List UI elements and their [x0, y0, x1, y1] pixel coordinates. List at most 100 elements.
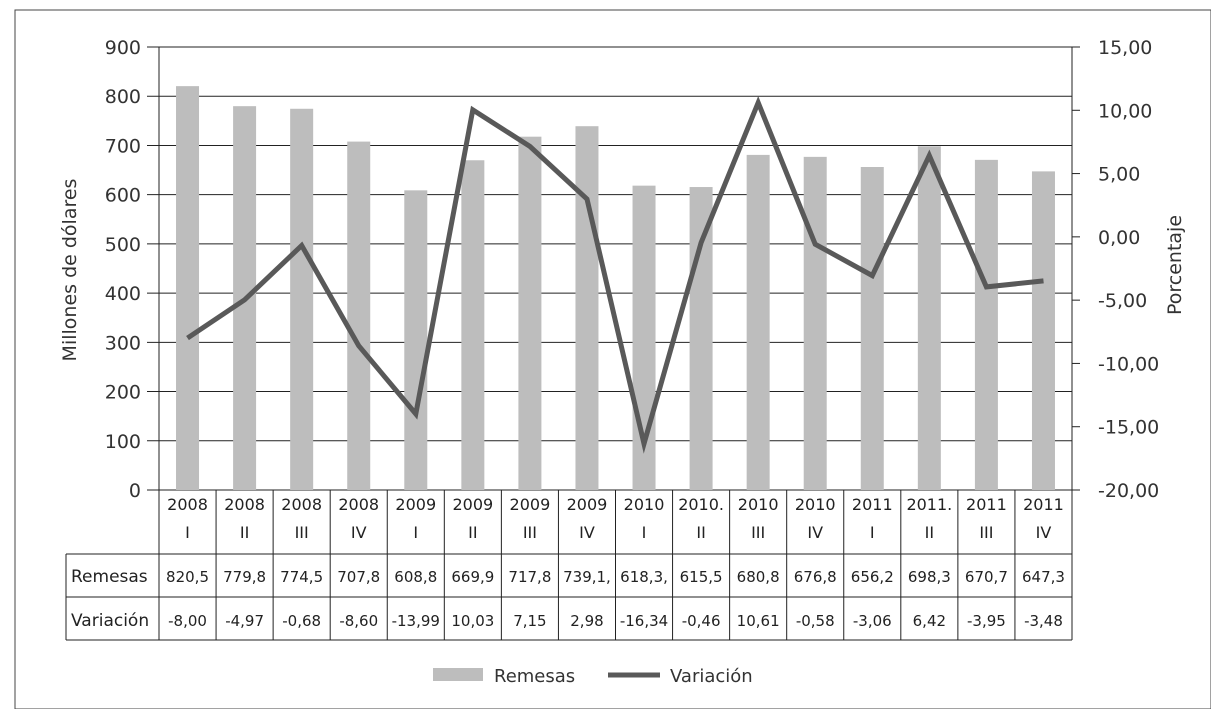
category-year-label: 2008 — [281, 495, 322, 514]
y-tick-label: 800 — [105, 86, 141, 108]
category-quarter-label: IV — [579, 523, 595, 542]
table-cell: 10,61 — [737, 612, 780, 630]
table-cell: 618,3, — [620, 568, 668, 586]
category-year-label: 2009 — [452, 495, 493, 514]
table-cell: 669,9 — [451, 568, 494, 586]
y2-tick-label: 5,00 — [1098, 164, 1140, 186]
category-year-label: 2010 — [624, 495, 665, 514]
category-year-label: 2011 — [852, 495, 893, 514]
table-cell: -16,34 — [620, 612, 668, 630]
bar-remesas — [404, 190, 428, 490]
category-year-label: 2011 — [1023, 495, 1064, 514]
y2-tick-label: -15,00 — [1098, 417, 1159, 439]
table-cell: 779,8 — [223, 568, 266, 586]
y2-tick-label: 0,00 — [1098, 227, 1140, 249]
category-quarter-label: III — [979, 523, 993, 542]
category-quarter-label: I — [870, 523, 875, 542]
table-cell: -3,06 — [853, 612, 892, 630]
category-quarter-label: IV — [807, 523, 823, 542]
category-year-label: 2011 — [966, 495, 1007, 514]
y2-axis-title: Porcentaje — [1164, 215, 1186, 315]
bar-remesas — [974, 159, 998, 490]
category-year-label: 2009 — [510, 495, 551, 514]
category-quarter-label: I — [642, 523, 647, 542]
table-cell: -0,58 — [796, 612, 835, 630]
bar-remesas — [1031, 171, 1055, 490]
axes: 0 100 200 300 400 500 600 700 800 900 -20,00 -15,00… — [105, 37, 1160, 502]
table-cell: 717,8 — [508, 568, 551, 586]
category-quarter-label: III — [295, 523, 309, 542]
y-tick-label: 400 — [105, 283, 141, 305]
category-year-label: 2009 — [567, 495, 608, 514]
table-cell: -0,68 — [282, 612, 321, 630]
bar-remesas — [689, 187, 713, 490]
table-cell: 774,5 — [280, 568, 323, 586]
legend: Remesas Variación — [433, 666, 753, 687]
category-quarter-label: IV — [351, 523, 367, 542]
table-cell: 10,03 — [451, 612, 494, 630]
bar-remesas — [518, 136, 542, 490]
table-cell: 608,8 — [394, 568, 437, 586]
y-tick-label: 500 — [105, 234, 141, 256]
table-cell: 7,15 — [513, 612, 546, 630]
category-quarter-label: II — [925, 523, 934, 542]
table-cell: 707,8 — [337, 568, 380, 586]
data-table: 2008I2008II2008III2008IV2009I2009II2009I… — [65, 490, 1073, 641]
y2-tick-label: -20,00 — [1098, 480, 1159, 502]
category-year-label: 2008 — [338, 495, 379, 514]
table-cell: -8,00 — [168, 612, 207, 630]
table-cell: 656,2 — [851, 568, 894, 586]
bar-remesas — [860, 167, 884, 490]
bar-remesas — [461, 160, 485, 491]
table-cell: -0,46 — [682, 612, 721, 630]
y-tick-label: 700 — [105, 135, 141, 157]
table-cell: -13,99 — [392, 612, 440, 630]
category-year-label: 2011. — [906, 495, 952, 514]
table-row-label: Variación — [71, 611, 149, 631]
category-quarter-label: II — [696, 523, 705, 542]
legend-label-remesas: Remesas — [494, 666, 575, 687]
category-year-label: 2010 — [738, 495, 779, 514]
category-quarter-label: IV — [1036, 523, 1052, 542]
bar-remesas — [347, 141, 371, 491]
table-cell: -8,60 — [339, 612, 378, 630]
chart-frame — [14, 9, 1211, 709]
table-cell: -3,48 — [1024, 612, 1063, 630]
y-tick-label: 600 — [105, 185, 141, 207]
table-cell: 820,5 — [166, 568, 209, 586]
bar-remesas — [176, 86, 200, 491]
bar-remesas — [290, 108, 314, 490]
table-cell: 615,5 — [680, 568, 723, 586]
y2-tick-label: 15,00 — [1098, 37, 1152, 59]
category-year-label: 2010. — [678, 495, 724, 514]
bars — [176, 86, 1055, 491]
table-cell: 680,8 — [737, 568, 780, 586]
variation-line-group — [186, 95, 1044, 454]
y-tick-label: 200 — [105, 382, 141, 404]
bar-remesas — [917, 146, 941, 490]
category-year-label: 2009 — [395, 495, 436, 514]
table-cell: 698,3 — [908, 568, 951, 586]
table-row-label: Remesas — [71, 567, 148, 587]
y-tick-label: 100 — [105, 431, 141, 453]
line-variacion — [186, 95, 1044, 454]
category-year-label: 2008 — [167, 495, 208, 514]
y2-tick-label: -5,00 — [1098, 290, 1147, 312]
y-tick-label: 0 — [129, 480, 141, 502]
table-cell: 676,8 — [794, 568, 837, 586]
bar-remesas — [746, 154, 770, 490]
table-cell: -4,97 — [225, 612, 264, 630]
legend-label-variacion: Variación — [670, 666, 753, 687]
category-quarter-label: II — [468, 523, 477, 542]
table-cell: 670,7 — [965, 568, 1008, 586]
category-quarter-label: I — [413, 523, 418, 542]
legend-swatch-remesas — [433, 668, 483, 681]
y2-tick-label: 10,00 — [1098, 100, 1152, 122]
y2-tick-label: -10,00 — [1098, 353, 1159, 375]
bar-remesas — [575, 126, 599, 491]
y-tick-label: 300 — [105, 332, 141, 354]
table-cell: -3,95 — [967, 612, 1006, 630]
category-quarter-label: I — [185, 523, 190, 542]
y-axis-title: Millones de dólares — [59, 179, 81, 362]
